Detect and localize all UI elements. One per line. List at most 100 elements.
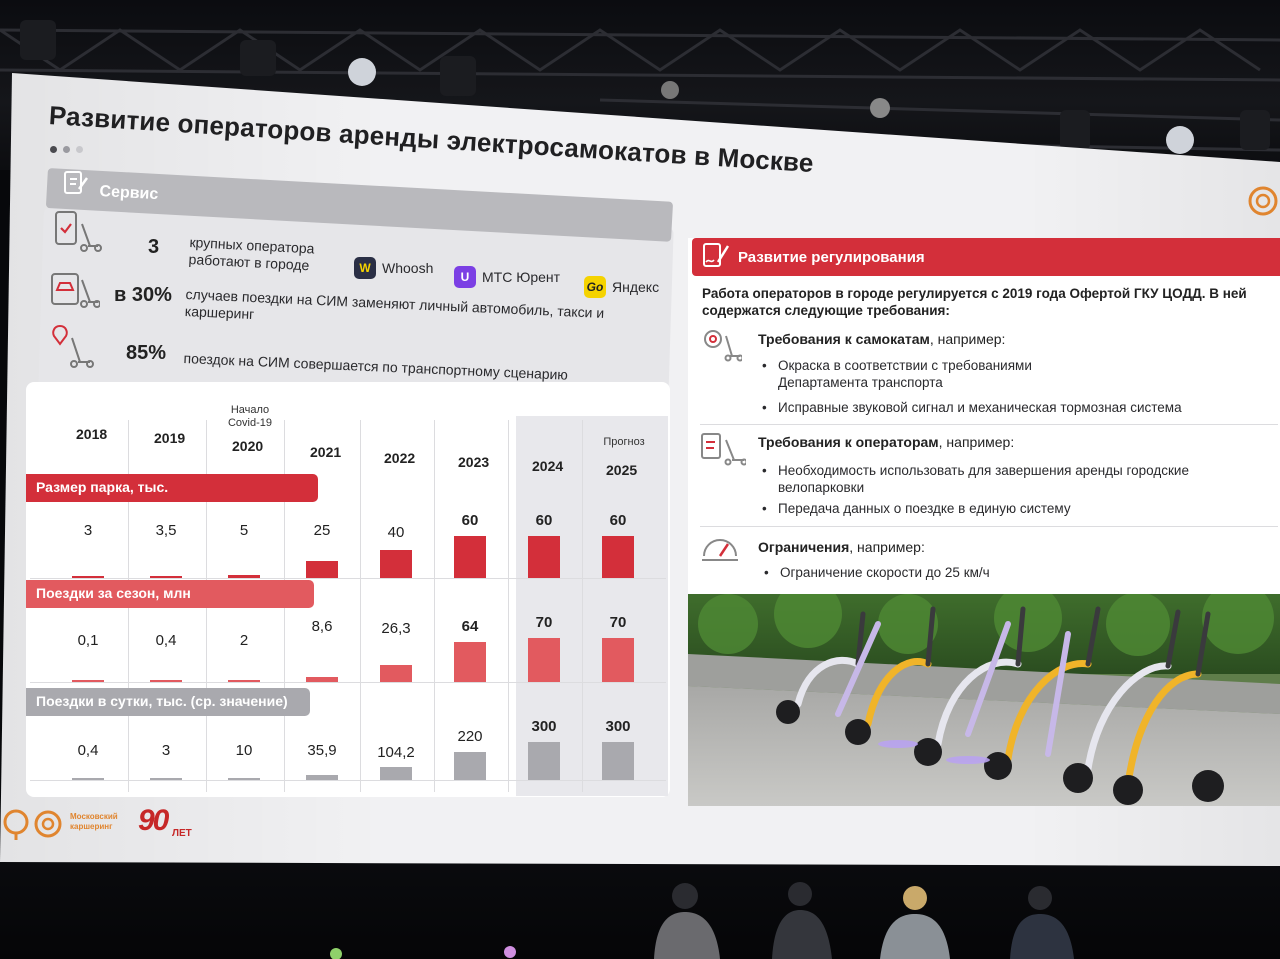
year-label-2021: 2021 xyxy=(310,444,342,460)
chart-bar-2-2 xyxy=(228,778,260,780)
chart-value-0-4: 40 xyxy=(387,524,405,541)
stat-replacement-percent: в 30% xyxy=(114,284,172,306)
chart-bar-2-4 xyxy=(380,766,412,780)
operator-urent: U МТС Юрент xyxy=(454,266,560,288)
chart-bar-0-5 xyxy=(454,536,486,578)
car-replacement-icon xyxy=(51,273,100,308)
slide-progress-dots xyxy=(50,140,89,158)
moscow-transport-logo-icon xyxy=(1248,186,1278,216)
section-header-2: Поездки в сутки, тыс. (ср. значение) xyxy=(26,688,310,716)
chart-value-2-0: 0,4 xyxy=(77,742,99,759)
speed-limit-icon xyxy=(702,539,738,561)
note-covid: Начало Covid-19 xyxy=(227,404,273,429)
operator-requirements-heading: Требования к операторам, например: xyxy=(758,434,1015,450)
chart-value-2-7: 300 xyxy=(605,718,631,735)
chart-bar-1-5 xyxy=(454,641,486,682)
document-signature-icon xyxy=(703,243,730,267)
anniversary-number: 90 xyxy=(138,804,169,837)
scooter-req-paint: Окраска в соответствии с требованиями Де… xyxy=(762,357,1078,391)
brand-text: Московский каршеринг xyxy=(70,812,118,832)
chart-bar-1-2 xyxy=(228,680,260,682)
chart-bar-0-2 xyxy=(228,574,260,578)
limit-speed: Ограничение скорости до 25 км/ч xyxy=(764,564,1180,581)
chart-value-2-3: 35,9 xyxy=(307,742,337,759)
stat-operators-count: 3 xyxy=(148,236,160,258)
chart-gridline xyxy=(434,420,435,792)
chart-value-1-4: 26,3 xyxy=(381,620,411,637)
operator-whoosh: W Whoosh xyxy=(354,257,433,279)
regulation-label: Развитие регулирования xyxy=(738,249,925,266)
chart-bar-2-7 xyxy=(602,742,634,780)
year-label-2025: 2025 xyxy=(606,462,638,478)
chart-value-2-6: 300 xyxy=(531,718,557,735)
chart-value-2-4: 104,2 xyxy=(377,744,415,761)
chart-bar-0-7 xyxy=(602,536,634,578)
lighting-truss xyxy=(0,20,1280,154)
section-header-0: Размер парка, тыс. xyxy=(26,474,318,502)
note-forecast: Прогноз xyxy=(603,436,645,448)
section-baseline xyxy=(30,578,666,579)
chart-value-1-1: 0,4 xyxy=(155,632,177,649)
chart-bar-1-4 xyxy=(380,665,412,682)
scooter-requirements-heading: Требования к самокатам, например: xyxy=(758,331,1006,347)
section-baseline xyxy=(30,682,666,683)
chart-bar-1-6 xyxy=(528,638,560,682)
scooters-photo xyxy=(688,594,1280,806)
chart-value-0-2: 5 xyxy=(239,522,249,539)
operator-urent-name: МТС Юрент xyxy=(482,269,561,285)
year-label-2020: 2020 xyxy=(232,438,264,454)
chart-bar-0-3 xyxy=(306,560,338,578)
chart-bar-0-0 xyxy=(72,575,104,578)
chart-bar-1-0 xyxy=(72,680,104,682)
stat-transport-percent: 85% xyxy=(126,342,167,364)
year-label-2024: 2024 xyxy=(532,458,564,474)
stage-light-icon xyxy=(504,946,516,958)
chart-bar-2-5 xyxy=(454,752,486,780)
operator-req-data: Передача данных о поездке в единую систе… xyxy=(762,500,1248,517)
chart-value-1-5: 64 xyxy=(461,617,479,635)
year-label-2018: 2018 xyxy=(76,426,108,442)
forecast-highlight xyxy=(516,416,668,796)
chart-value-0-6: 60 xyxy=(535,512,553,529)
chart-bar-1-3 xyxy=(306,676,338,682)
chart-bar-1-7 xyxy=(602,638,634,682)
stat-operators-text: крупных оператора работают в городе xyxy=(188,234,315,274)
operator-whoosh-name: Whoosh xyxy=(382,260,434,276)
chart-bar-2-1 xyxy=(150,778,182,780)
operator-document-icon xyxy=(701,433,746,466)
divider xyxy=(700,526,1278,527)
chart-value-1-3: 8,6 xyxy=(311,618,333,635)
moscow-carsharing-logo-icon xyxy=(3,809,62,840)
chart-value-1-7: 70 xyxy=(609,614,627,631)
chart-value-2-5: 220 xyxy=(457,728,483,745)
section-baseline xyxy=(30,780,666,781)
urent-logo-icon: U xyxy=(454,266,476,288)
regulation-panel xyxy=(688,238,1280,594)
chart-value-1-0: 0,1 xyxy=(77,632,99,649)
chart-value-0-3: 25 xyxy=(313,522,331,539)
chart-value-2-1: 3 xyxy=(161,742,171,759)
chart-value-0-7: 60 xyxy=(609,512,627,529)
location-scooter-icon xyxy=(52,324,94,368)
chart-value-2-2: 10 xyxy=(235,742,253,759)
year-label-2023: 2023 xyxy=(458,454,490,470)
gear-scooter-icon xyxy=(704,330,742,362)
chart-value-0-1: 3,5 xyxy=(155,522,177,539)
brand-line1: Московский xyxy=(70,812,118,821)
regulation-header-bar xyxy=(692,238,1280,276)
chart-value-0-5: 60 xyxy=(461,512,479,529)
divider xyxy=(700,424,1278,425)
chart-bar-2-6 xyxy=(528,742,560,780)
chart-value-0-0: 3 xyxy=(83,522,93,539)
year-label-2019: 2019 xyxy=(154,430,186,446)
operator-yandex-name: Яндекс xyxy=(612,279,660,295)
operator-req-parking: Необходимость использовать для завершени… xyxy=(762,462,1248,496)
chart-gridline xyxy=(508,420,509,792)
chart-value-1-6: 70 xyxy=(535,614,553,631)
whoosh-logo-icon: W xyxy=(354,257,376,279)
yandex-go-logo-icon: Go xyxy=(584,276,606,298)
phone-scooter-icon xyxy=(55,211,102,252)
stage-light-icon xyxy=(330,948,342,959)
chart-gridline xyxy=(582,420,583,792)
